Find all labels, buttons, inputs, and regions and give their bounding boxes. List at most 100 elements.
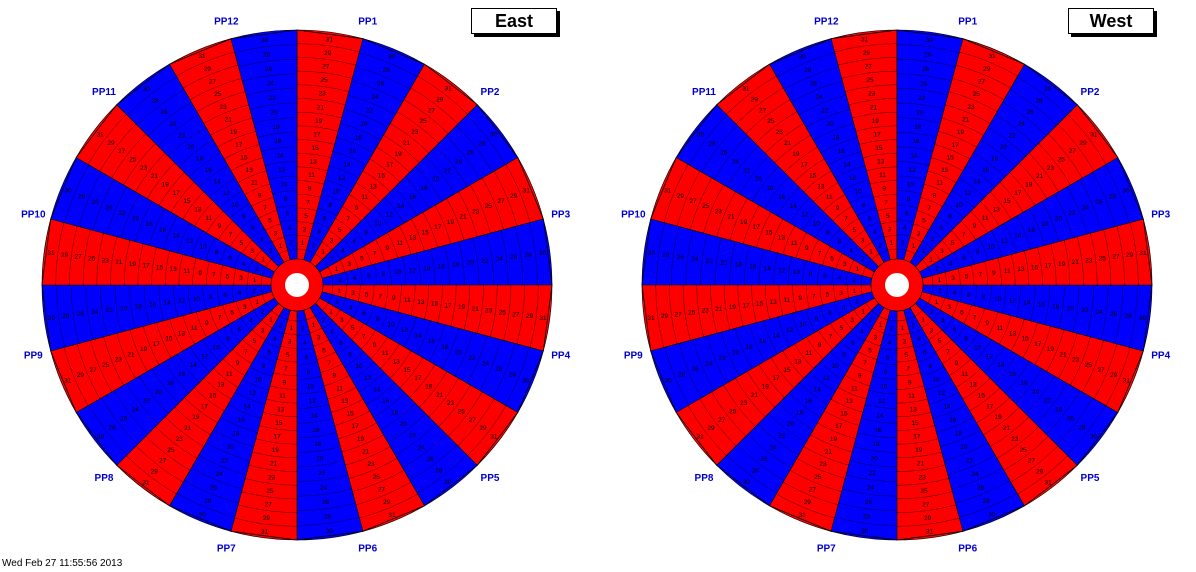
west-row-divider — [896, 73, 952, 82]
east-row-number: 4 — [317, 229, 321, 236]
east-row-number: 22 — [444, 167, 452, 174]
west-row-divider — [676, 171, 701, 227]
east-row-divider — [493, 171, 518, 227]
east-row-divider — [56, 284, 65, 348]
east-row-divider — [296, 70, 353, 79]
east-row-number: 5 — [226, 273, 230, 280]
east-row-number: 17 — [153, 341, 161, 348]
west-row-number: 1 — [901, 325, 905, 332]
east-row-divider — [438, 385, 471, 427]
east-row-number: 4 — [303, 340, 307, 347]
east-row-number: 24 — [371, 94, 379, 101]
east-row-number: 6 — [286, 211, 290, 218]
east-row-divider — [296, 84, 349, 92]
west-row-number: 31 — [798, 512, 806, 519]
west-row-number: 8 — [842, 352, 846, 359]
east-row-divider — [64, 164, 89, 223]
east-row-number: 21 — [362, 449, 370, 456]
east-sector-label: PP3 — [551, 209, 570, 220]
west-row-number: 24 — [732, 158, 740, 165]
west-row-divider — [690, 177, 712, 230]
west-sector-label: PP12 — [814, 16, 839, 27]
east-row-divider — [287, 248, 298, 251]
east-row-divider — [191, 467, 243, 490]
east-row-number: 14 — [164, 300, 172, 307]
west-row-number: 14 — [1023, 300, 1031, 307]
east-row-number: 6 — [362, 310, 366, 317]
west-row-divider — [699, 398, 737, 447]
east-row-divider — [296, 111, 342, 119]
west-row-divider — [710, 284, 717, 334]
east-row-divider — [205, 442, 250, 461]
east-row-number: 31 — [326, 37, 334, 44]
east-row-number: 10 — [193, 296, 201, 303]
west-row-divider — [940, 429, 981, 447]
east-row-number: 27 — [74, 254, 82, 261]
west-row-divider — [896, 451, 942, 459]
east-row-number: 25 — [499, 310, 507, 317]
east-row-divider — [472, 237, 480, 286]
east-row-number: 2 — [261, 309, 265, 316]
east-row-number: 5 — [239, 240, 243, 247]
west-row-divider — [729, 241, 736, 286]
west-row-number: 25 — [866, 77, 874, 84]
east-row-divider — [249, 102, 298, 110]
west-row-divider — [713, 135, 748, 180]
east-row-divider — [164, 416, 204, 447]
west-row-number: 27 — [922, 501, 930, 508]
east-row-divider — [87, 114, 127, 165]
west-row-number: 7 — [927, 205, 931, 212]
east-row-divider — [348, 458, 398, 479]
east-row-number: 17 — [273, 434, 281, 441]
west-row-number: 19 — [957, 129, 965, 136]
west-row-divider — [896, 504, 956, 513]
west-row-number: 19 — [915, 447, 923, 454]
west-row-number: 7 — [844, 216, 848, 223]
east-row-divider — [457, 398, 495, 447]
west-row-number: 16 — [778, 194, 786, 201]
west-row-number: 5 — [960, 309, 964, 316]
east-row-divider — [296, 517, 360, 526]
east-row-number: 7 — [263, 205, 267, 212]
west-row-number: 9 — [992, 270, 996, 277]
east-row-number: 20 — [360, 121, 368, 128]
east-row-divider — [425, 156, 455, 195]
east-row-number: 11 — [396, 240, 403, 247]
west-row-number: 22 — [718, 355, 726, 362]
west-row-divider — [1038, 143, 1071, 185]
east-row-number: 14 — [414, 333, 422, 340]
east-row-number: 4 — [353, 275, 357, 282]
west-row-number: 29 — [1079, 140, 1087, 147]
west-row-number: 24 — [1017, 121, 1025, 128]
east-row-number: 20 — [467, 260, 475, 267]
east-row-number: 15 — [421, 229, 429, 236]
west-row-number: 22 — [918, 95, 926, 102]
west-row-divider — [896, 102, 945, 110]
west-row-number: 10 — [813, 221, 821, 228]
west-row-number: 20 — [732, 349, 740, 356]
west-row-number: 18 — [745, 344, 753, 351]
west-row-number: 27 — [1112, 254, 1120, 261]
west-row-number: 25 — [1019, 447, 1027, 454]
west-row-number: 9 — [955, 360, 959, 367]
east-row-divider — [296, 57, 356, 66]
west-row-number: 2 — [889, 325, 893, 332]
west-row-number: 22 — [706, 258, 714, 265]
east-row-number: 1 — [269, 317, 273, 324]
west-row-number: 10 — [831, 363, 839, 370]
west-row-number: 22 — [821, 108, 829, 115]
west-row-number: 26 — [760, 456, 768, 463]
east-row-number: 22 — [221, 457, 229, 464]
east-row-number: 13 — [341, 398, 349, 405]
east-row-number: 31 — [523, 188, 531, 195]
east-row-number: 22 — [366, 108, 374, 115]
east-row-number: 14 — [423, 265, 431, 272]
west-row-number: 30 — [1122, 188, 1130, 195]
west-row-number: 7 — [962, 231, 966, 238]
east-row-number: 22 — [143, 398, 151, 405]
east-row-number: 1 — [312, 322, 316, 329]
east-sector-label: PP4 — [551, 351, 570, 362]
east-row-number: 19 — [272, 447, 280, 454]
west-row-divider — [1077, 236, 1084, 286]
east-row-divider — [114, 284, 122, 333]
